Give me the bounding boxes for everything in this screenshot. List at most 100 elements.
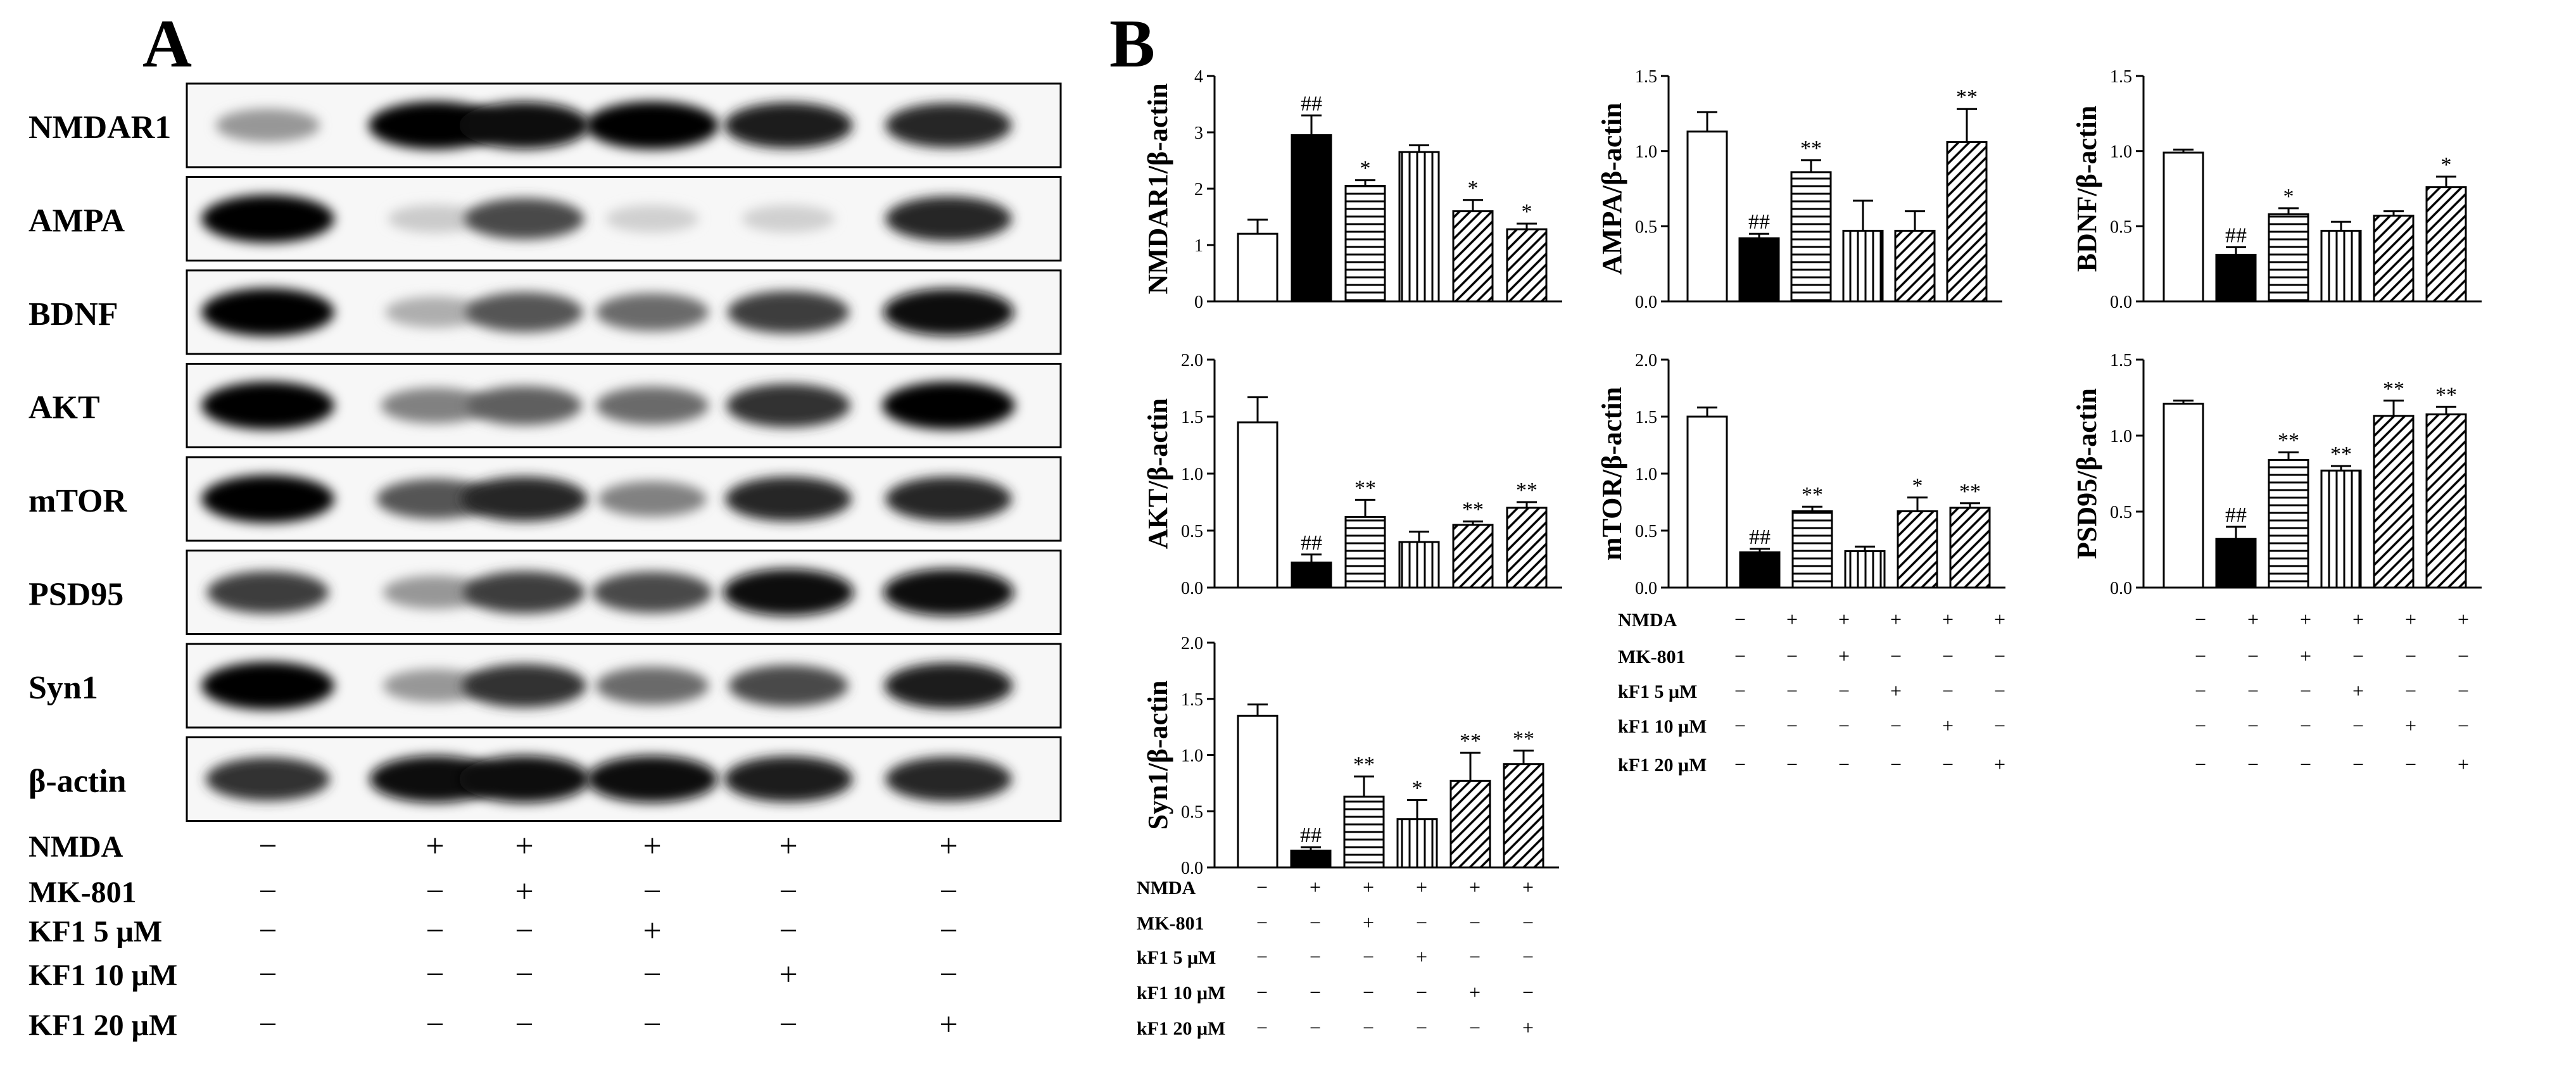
treatment-sign: −: [1734, 645, 1746, 667]
treatment-sign: −: [2300, 714, 2311, 737]
treatment-sign: −: [515, 913, 533, 949]
bar: [2215, 253, 2257, 303]
treatment-sign: −: [1363, 981, 1374, 1004]
y-axis-label: PSD95/β-actin: [2071, 388, 2102, 559]
treatment-sign: −: [1890, 714, 1902, 737]
blot-band: [215, 108, 320, 142]
treatment-sign: −: [1363, 1016, 1374, 1039]
blot-band: [385, 296, 485, 328]
treatment-sign: −: [2405, 645, 2416, 667]
treatment-sign: −: [643, 957, 661, 993]
y-tick-label: 0.0: [1181, 579, 1203, 598]
bar-chart: 0.0 0.5 1.0 1.5 PSD95/β-actin ## ** ** ** **: [2071, 351, 2482, 598]
treatment-sign: −: [1256, 911, 1268, 934]
treatment-sign: −: [1734, 608, 1746, 631]
treatment-sign: −: [1838, 753, 1850, 776]
bar: [1686, 130, 1728, 303]
blot-band: [724, 756, 853, 802]
treatment-sign: +: [2352, 679, 2364, 702]
y-tick-label: 0.5: [1635, 217, 1657, 237]
blot-row: mTOR: [28, 456, 1062, 542]
significance-marker: **: [1462, 498, 1484, 522]
blot-band: [595, 293, 709, 331]
treatment-sign: −: [2195, 753, 2206, 776]
treatment-sign: −: [1256, 981, 1268, 1004]
western-blot-panel: NMDAR1 AMPA BDNF AKT mTOR PSD95 Syn1 β-actin NMD…: [28, 82, 1062, 1043]
treatment-sign: −: [1942, 679, 1954, 702]
treatment-sign: −: [2247, 679, 2259, 702]
blot-row: AMPA: [28, 176, 1062, 262]
treatment-sign: −: [643, 1007, 661, 1043]
y-tick-label: 0.0: [1635, 579, 1657, 598]
bar: [1237, 421, 1279, 589]
y-tick-label: 1.0: [1635, 142, 1657, 162]
treatment-sign: +: [1890, 608, 1902, 631]
treatment-sign: −: [2405, 679, 2416, 702]
treatment-sign: −: [2195, 608, 2206, 631]
treatment-sign: −: [1416, 981, 1427, 1004]
significance-marker: **: [1513, 727, 1534, 750]
treatment-sign: −: [1310, 1016, 1321, 1039]
treatment-sign: −: [1786, 679, 1798, 702]
significance-marker: **: [1800, 137, 1822, 160]
treatment-sign: −: [779, 913, 797, 949]
y-tick-label: 0.0: [1181, 859, 1203, 878]
blot-band: [201, 475, 334, 523]
treatment-label: NMDA: [28, 830, 123, 864]
treatment-sign: −: [258, 913, 277, 949]
y-tick-label: 1.0: [1635, 465, 1657, 484]
bar: [1398, 541, 1440, 589]
bar: [2425, 186, 2467, 303]
treatment-table: NMDA − + + + + + MK-801 − − + − − − kF1 5 μM − − − + − − kF1 …: [1137, 876, 1534, 1039]
treatment-sign: −: [1416, 911, 1427, 934]
treatment-row: KF1 10 μM − − − − + −: [28, 957, 958, 993]
treatment-row: KF1 5 μM − − − + − −: [28, 913, 958, 949]
treatment-sign: −: [2352, 645, 2364, 667]
treatment-sign: −: [1310, 911, 1321, 934]
bar: [1290, 849, 1332, 869]
blot-label: β-actin: [28, 764, 127, 800]
treatment-sign: +: [1838, 645, 1850, 667]
blot-band: [201, 381, 334, 430]
treatment-sign: +: [1890, 679, 1902, 702]
bar-chart: 0.0 0.5 1.0 1.5 AMPA/β-actin ## ** **: [1596, 67, 2002, 312]
treatment-row: MK-801 − − + − − −: [28, 874, 958, 910]
treatment-sign: −: [1256, 876, 1268, 898]
treatment-sign: +: [2352, 608, 2364, 631]
significance-marker: *: [1412, 777, 1423, 800]
treatment-sign: +: [515, 874, 533, 910]
treatment-sign: −: [2300, 679, 2311, 702]
treatment-sign: −: [779, 1007, 797, 1043]
blot-label: AMPA: [28, 203, 125, 239]
treatment-sign: −: [2458, 645, 2469, 667]
treatment-sign: −: [258, 828, 277, 864]
y-axis-label: mTOR/β-actin: [1596, 387, 1627, 560]
blot-band: [465, 292, 583, 332]
treatment-label: kF1 10 μM: [1137, 983, 1225, 1004]
y-tick-label: 1.0: [1181, 465, 1203, 484]
blot-band: [605, 205, 699, 233]
bar: [2373, 415, 2415, 589]
treatment-label: kF1 20 μM: [1618, 755, 1707, 776]
treatment-sign: −: [426, 957, 444, 993]
blot-band: [728, 665, 849, 707]
y-tick-label: 1.0: [1181, 747, 1203, 766]
treatment-sign: −: [1522, 911, 1534, 934]
treatment-label: kF1 20 μM: [1137, 1018, 1225, 1039]
treatment-label: kF1 5 μM: [1137, 947, 1216, 968]
blot-band: [381, 388, 489, 424]
treatment-sign: +: [1522, 1016, 1534, 1039]
treatment-label: NMDA: [1618, 610, 1677, 631]
treatment-sign: −: [2247, 714, 2259, 737]
blot-label: Syn1: [28, 670, 98, 706]
significance-marker: **: [1354, 476, 1376, 500]
treatment-sign: −: [426, 1007, 444, 1043]
panel-b-letter: B: [1109, 6, 1155, 82]
bar-chart: 0 1 2 3 4 NMDAR1/β-actin ## * * *: [1142, 67, 1562, 312]
treatment-sign: +: [643, 913, 661, 949]
significance-marker: **: [1802, 483, 1823, 507]
treatment-sign: −: [258, 957, 277, 993]
blot-band: [462, 664, 586, 708]
y-tick-label: 0.5: [1635, 522, 1657, 541]
blot-label: PSD95: [28, 577, 123, 613]
